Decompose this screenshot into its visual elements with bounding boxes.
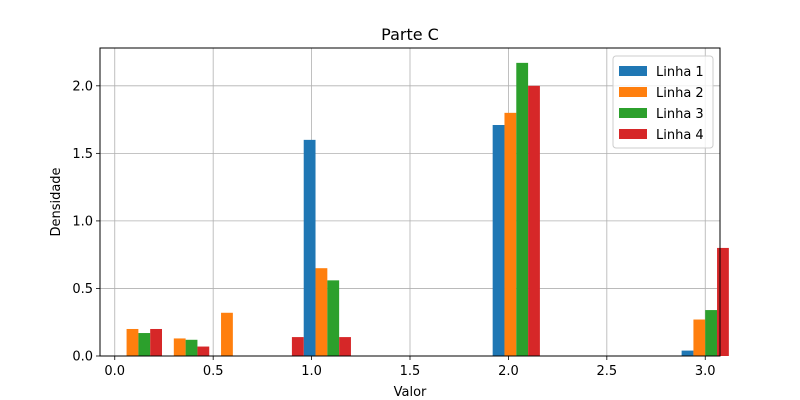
legend-label: Linha 1 (656, 65, 704, 80)
bar-linha-1 (492, 125, 505, 356)
bar-linha-4 (150, 328, 162, 356)
bar-linha-4 (197, 346, 210, 356)
y-tick-label: 1.0 (72, 214, 93, 229)
y-tick-label: 2.0 (72, 79, 93, 94)
legend-swatch (619, 87, 647, 97)
bar-linha-3 (516, 62, 529, 356)
legend-swatch (619, 66, 647, 76)
legend-box (612, 55, 714, 149)
bars (126, 62, 729, 357)
legend: Linha 1 Linha 2 Linha 3 Linha 4 (612, 55, 714, 149)
x-tick-label: 0.5 (203, 364, 224, 379)
x-tick-label: 2.5 (596, 364, 617, 379)
bar-linha-4 (717, 247, 729, 356)
bar-linha-2 (221, 312, 233, 356)
bar-linha-3 (185, 339, 198, 356)
bar-linha-2 (315, 268, 328, 356)
bar-linha-4 (339, 337, 351, 356)
x-tick-label: 2.0 (498, 364, 519, 379)
bar-linha-1 (681, 350, 694, 356)
y-axis-label: Densidade (49, 167, 64, 236)
bar-linha-2 (693, 319, 706, 356)
bar-linha-3 (327, 280, 340, 356)
x-tick-label: 1.0 (301, 364, 322, 379)
bar-linha-2 (126, 328, 139, 356)
bar-linha-3 (705, 310, 718, 356)
y-tick-label: 1.5 (72, 147, 93, 162)
legend-swatch (619, 129, 647, 139)
bar-linha-2 (504, 112, 517, 356)
legend-label: Linha 3 (656, 107, 704, 122)
legend-label: Linha 2 (656, 86, 704, 101)
bar-linha-4 (291, 337, 304, 356)
legend-swatch (619, 108, 647, 118)
bar-linha-3 (138, 333, 151, 356)
x-tick-label: 0.0 (104, 364, 125, 379)
bar-linha-4 (528, 85, 540, 357)
bar-linha-2 (173, 338, 186, 356)
chart-title: Parte C (381, 25, 439, 44)
y-tick-label: 0.0 (72, 350, 93, 365)
legend-label: Linha 4 (656, 128, 704, 143)
x-axis-label: Valor (394, 385, 427, 400)
x-tick-label: 1.5 (400, 364, 421, 379)
x-axis-ticks: 0.0 0.5 1.0 1.5 2.0 2.5 3.0 (104, 356, 716, 379)
bar-linha-1 (303, 139, 316, 356)
x-tick-label: 3.0 (695, 364, 716, 379)
y-axis-ticks: 0.0 0.5 1.0 1.5 2.0 (72, 79, 100, 365)
y-tick-label: 0.5 (72, 282, 93, 297)
